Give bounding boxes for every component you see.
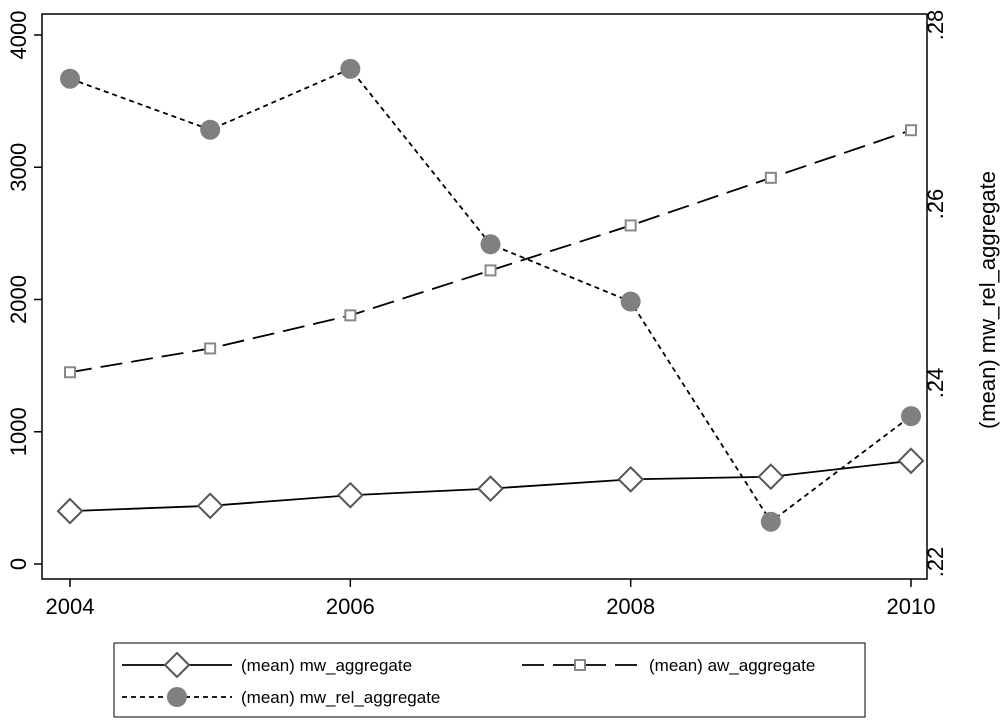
data-point bbox=[60, 68, 80, 89]
left-y-tick-label: 2000 bbox=[6, 275, 31, 324]
series-group bbox=[56, 447, 925, 525]
x-tick-label: 2006 bbox=[326, 594, 375, 619]
data-point bbox=[905, 124, 917, 137]
x-tick-label: 2010 bbox=[887, 594, 936, 619]
right-y-axis-title: (mean) mw_rel_aggregate bbox=[975, 171, 1000, 429]
data-point bbox=[64, 366, 76, 379]
data-point bbox=[477, 475, 504, 503]
legend-box bbox=[113, 642, 866, 718]
data-point bbox=[204, 342, 217, 355]
left-y-tick-label: 0 bbox=[6, 558, 31, 570]
x-axis: 2004 2006 2008 2010 bbox=[46, 579, 936, 619]
legend-marker bbox=[574, 659, 586, 671]
legend-label: (mean) mw_aggregate bbox=[241, 656, 412, 675]
series-layer bbox=[56, 58, 925, 532]
legend-item: (mean) aw_aggregate bbox=[522, 656, 815, 675]
legend-marker bbox=[163, 651, 191, 679]
data-point bbox=[624, 219, 637, 232]
data-point bbox=[196, 492, 224, 520]
data-point bbox=[344, 309, 357, 322]
x-tick-label: 2004 bbox=[46, 594, 95, 619]
legend-label: (mean) aw_aggregate bbox=[649, 656, 815, 675]
left-y-tick-label: 1000 bbox=[6, 407, 31, 456]
series-group bbox=[60, 58, 921, 532]
data-point bbox=[340, 58, 361, 79]
data-point bbox=[56, 497, 84, 525]
right-y-tick-label: .26 bbox=[923, 189, 948, 220]
data-point bbox=[760, 511, 781, 532]
series-group bbox=[64, 124, 917, 379]
x-tick-label: 2008 bbox=[606, 594, 655, 619]
data-point bbox=[484, 264, 497, 277]
right-y-axis: .22 .24 .26 .28 bbox=[923, 10, 948, 578]
left-y-tick-label: 4000 bbox=[6, 11, 31, 60]
legend-label: (mean) mw_rel_aggregate bbox=[241, 688, 440, 707]
data-point bbox=[897, 447, 925, 475]
right-y-tick-label: .22 bbox=[923, 547, 948, 578]
data-point bbox=[757, 463, 785, 491]
left-y-tick-label: 3000 bbox=[6, 143, 31, 192]
right-y-tick-label: .24 bbox=[923, 368, 948, 399]
legend-marker bbox=[167, 687, 187, 707]
legend: (mean) mw_aggregate (mean) aw_aggregate (m… bbox=[113, 642, 866, 718]
data-point bbox=[336, 481, 364, 509]
legend-item: (mean) mw_rel_aggregate bbox=[122, 687, 440, 707]
left-y-axis: 0 1000 2000 3000 4000 bbox=[6, 11, 42, 570]
data-point bbox=[617, 465, 645, 493]
data-point bbox=[901, 406, 921, 427]
data-point bbox=[764, 171, 777, 184]
data-point bbox=[480, 234, 501, 255]
data-point bbox=[200, 119, 221, 140]
right-y-tick-label: .28 bbox=[923, 10, 948, 41]
legend-item: (mean) mw_aggregate bbox=[122, 651, 412, 679]
data-point bbox=[620, 291, 641, 312]
